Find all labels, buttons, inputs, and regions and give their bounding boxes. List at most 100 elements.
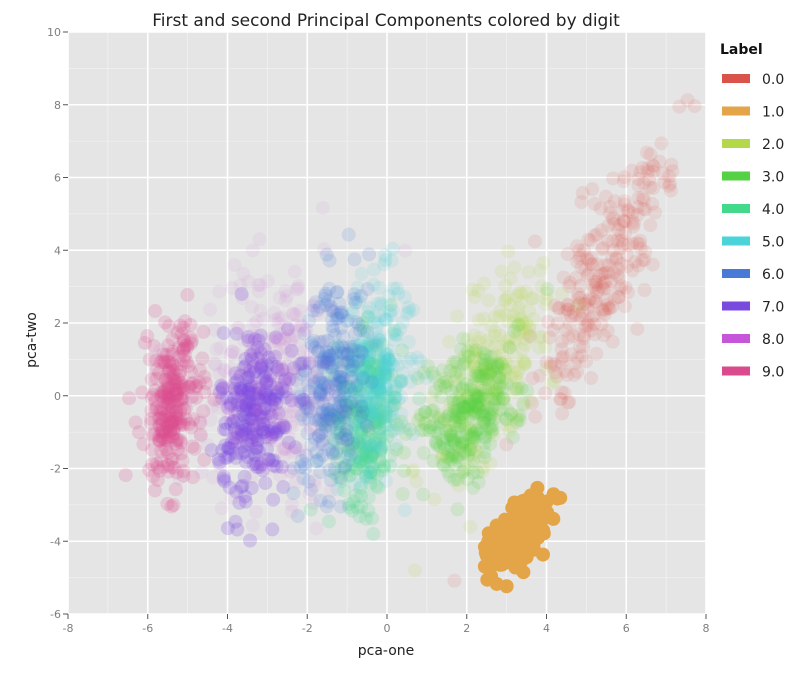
data-point [317, 416, 332, 431]
data-point [489, 576, 504, 591]
data-point [276, 420, 291, 435]
data-point [588, 327, 603, 342]
data-point [251, 401, 266, 416]
data-point [196, 324, 211, 339]
data-point [242, 378, 257, 393]
data-point [578, 319, 593, 334]
data-point [217, 422, 232, 437]
data-point [162, 396, 177, 411]
data-point [344, 405, 359, 420]
data-point [522, 319, 537, 334]
data-point [175, 392, 190, 407]
data-point [270, 424, 285, 439]
data-point [211, 452, 226, 467]
data-point [571, 287, 586, 302]
data-point [475, 464, 490, 479]
data-point [376, 460, 391, 475]
data-point [325, 359, 340, 374]
data-point [257, 387, 272, 402]
data-point [584, 250, 599, 265]
data-point [468, 388, 483, 403]
data-point [355, 320, 370, 335]
data-point [310, 395, 325, 410]
data-point [414, 411, 429, 426]
data-point [539, 361, 554, 376]
data-point [498, 411, 513, 426]
data-point [337, 460, 352, 475]
data-point [140, 329, 155, 344]
data-point [320, 333, 335, 348]
data-point [443, 432, 458, 447]
data-point [245, 335, 260, 350]
data-point [346, 494, 361, 509]
data-point [458, 350, 473, 365]
data-point [348, 343, 363, 358]
data-point [162, 358, 177, 373]
data-point [362, 404, 377, 419]
data-point [526, 291, 541, 306]
data-point [240, 436, 255, 451]
data-point [151, 411, 166, 426]
data-point [304, 336, 319, 351]
data-point [467, 356, 482, 371]
data-point [180, 287, 195, 302]
data-point [159, 347, 174, 362]
data-point [354, 400, 369, 415]
data-point [410, 350, 425, 365]
data-point [617, 299, 632, 314]
data-point [146, 338, 161, 353]
data-point [373, 383, 388, 398]
data-point [382, 288, 397, 303]
data-point [452, 447, 467, 462]
y-tick-label: -2 [50, 463, 61, 476]
data-point [342, 463, 357, 478]
data-point [425, 365, 440, 380]
data-point [250, 432, 265, 447]
data-point [254, 457, 269, 472]
data-point [345, 422, 360, 437]
data-point [148, 304, 163, 319]
data-point [303, 502, 318, 517]
data-point [424, 391, 439, 406]
data-point [377, 370, 392, 385]
data-point [163, 423, 178, 438]
data-point [479, 367, 494, 382]
data-point [452, 393, 467, 408]
data-point [344, 362, 359, 377]
data-point [368, 374, 383, 389]
data-point [342, 358, 357, 373]
data-point [249, 428, 264, 443]
data-point [393, 322, 408, 337]
data-point [572, 251, 587, 266]
data-point [249, 440, 264, 455]
data-point [349, 314, 364, 329]
data-point [487, 397, 502, 412]
series-9.0 [118, 287, 222, 514]
data-point [387, 398, 402, 413]
data-point [207, 384, 222, 399]
data-point [448, 418, 463, 433]
data-point [601, 218, 616, 233]
data-point [364, 403, 379, 418]
data-point [625, 214, 640, 229]
data-point [500, 338, 515, 353]
data-point [305, 298, 320, 313]
y-tick-label: 6 [54, 172, 61, 185]
data-point [468, 365, 483, 380]
data-point [263, 377, 278, 392]
data-point [166, 460, 181, 475]
data-point [246, 346, 261, 361]
data-point [446, 408, 461, 423]
data-point [368, 395, 383, 410]
data-point [215, 443, 230, 458]
data-point [576, 339, 591, 354]
data-point [230, 522, 245, 537]
data-point [357, 395, 372, 410]
data-point [633, 165, 648, 180]
data-point [375, 337, 390, 352]
data-point [587, 307, 602, 322]
data-point [304, 402, 319, 417]
data-point [144, 390, 159, 405]
data-point [192, 363, 207, 378]
data-point [333, 393, 348, 408]
